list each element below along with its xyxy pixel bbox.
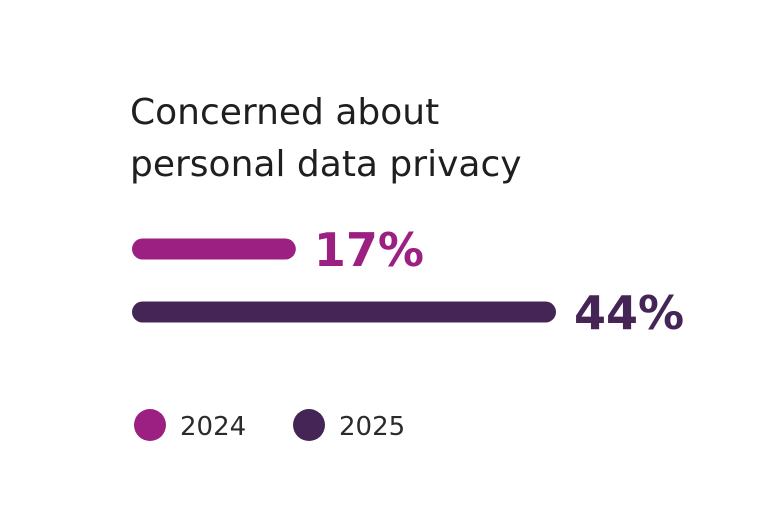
value-label-2025: 44% bbox=[574, 286, 684, 340]
legend-label-2025: 2025 bbox=[339, 412, 405, 442]
bar-2024 bbox=[132, 238, 296, 260]
chart-title: Concerned about personal data privacy bbox=[130, 92, 522, 185]
legend: 2024 2025 bbox=[134, 409, 405, 442]
chart-title-line-2: personal data privacy bbox=[130, 144, 522, 185]
legend-swatch-2024 bbox=[134, 409, 166, 441]
legend-label-2024: 2024 bbox=[180, 412, 246, 442]
chart-title-line-1: Concerned about bbox=[130, 92, 439, 133]
bars: 17% 44% bbox=[132, 223, 684, 340]
value-label-2024: 17% bbox=[314, 223, 424, 277]
legend-swatch-2025 bbox=[293, 409, 325, 441]
bar-2025 bbox=[132, 301, 556, 323]
